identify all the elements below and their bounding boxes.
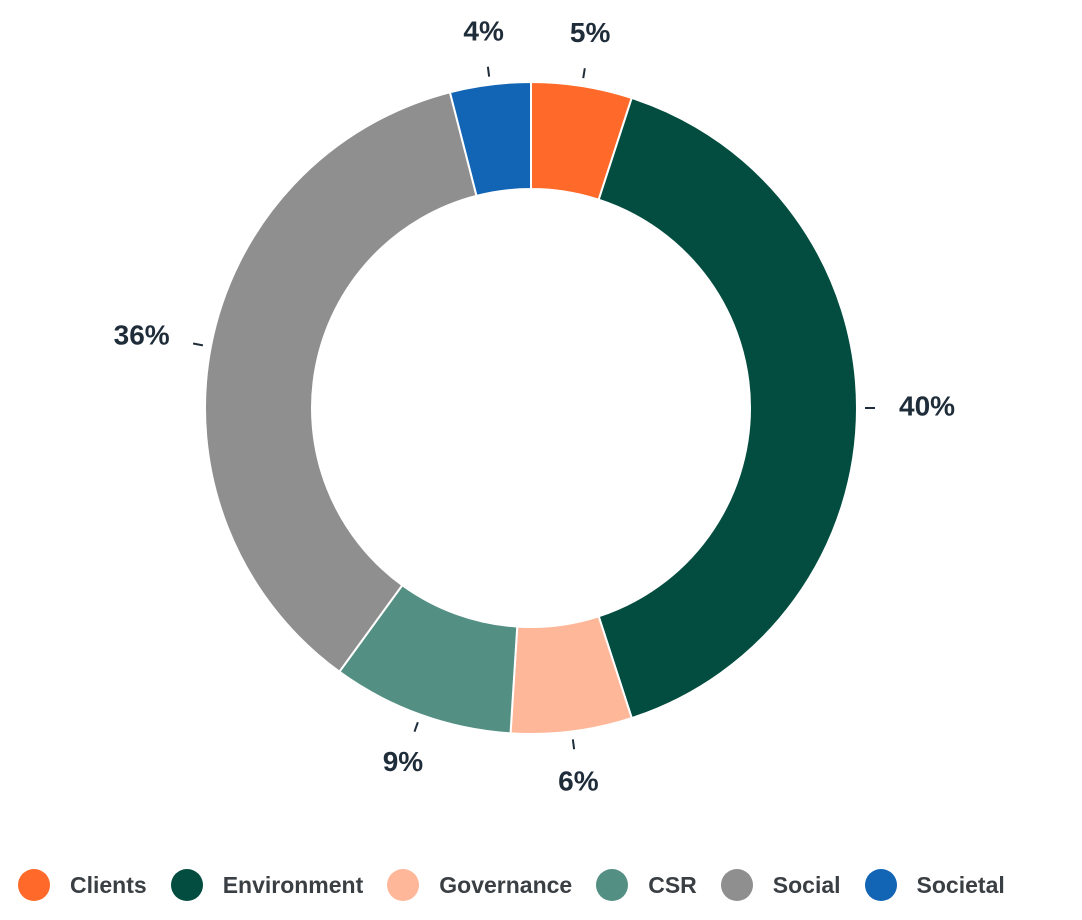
data-label-social: 36%: [114, 320, 170, 351]
legend-label-societal: Societal: [916, 871, 1005, 898]
legend-label-clients: Clients: [70, 871, 147, 898]
legend-swatch-environment: [170, 869, 203, 901]
legend-swatch-societal: [864, 869, 897, 901]
leader-line-clients: [582, 68, 586, 79]
legend-swatch-clients: [18, 869, 50, 901]
legend-item-social[interactable]: Social: [720, 869, 841, 901]
legend-item-governance[interactable]: Governance: [387, 869, 572, 901]
legend-swatch-social: [720, 869, 753, 901]
leader-line-societal: [486, 66, 491, 77]
legend-label-csr: CSR: [648, 871, 697, 898]
donut-svg: 5% 40% 6% 9% 36% 4%: [114, 15, 955, 796]
data-label-csr: 9%: [383, 746, 424, 777]
legend-item-csr[interactable]: CSR: [596, 869, 697, 901]
data-label-clients: 5%: [570, 17, 611, 48]
data-label-governance: 6%: [558, 765, 599, 796]
leader-line-csr: [413, 721, 419, 733]
legend-item-societal[interactable]: Societal: [864, 869, 1005, 901]
legend-swatch-csr: [596, 869, 629, 901]
leader-line-governance: [571, 739, 576, 750]
data-label-societal: 4%: [463, 15, 504, 46]
legend: Clients Environment Governance CSR Socia…: [18, 868, 1029, 902]
data-label-environment: 40%: [899, 390, 955, 421]
legend-swatch-governance: [387, 869, 420, 901]
legend-label-governance: Governance: [439, 871, 573, 898]
slice-environment[interactable]: [597, 96, 858, 720]
slice-societal[interactable]: [448, 80, 532, 198]
legend-label-social: Social: [772, 871, 841, 898]
slice-social[interactable]: [204, 91, 478, 674]
legend-item-clients[interactable]: Clients: [18, 869, 147, 901]
leader-line-social: [192, 342, 204, 347]
legend-item-environment[interactable]: Environment: [170, 869, 364, 901]
legend-label-environment: Environment: [222, 871, 364, 898]
